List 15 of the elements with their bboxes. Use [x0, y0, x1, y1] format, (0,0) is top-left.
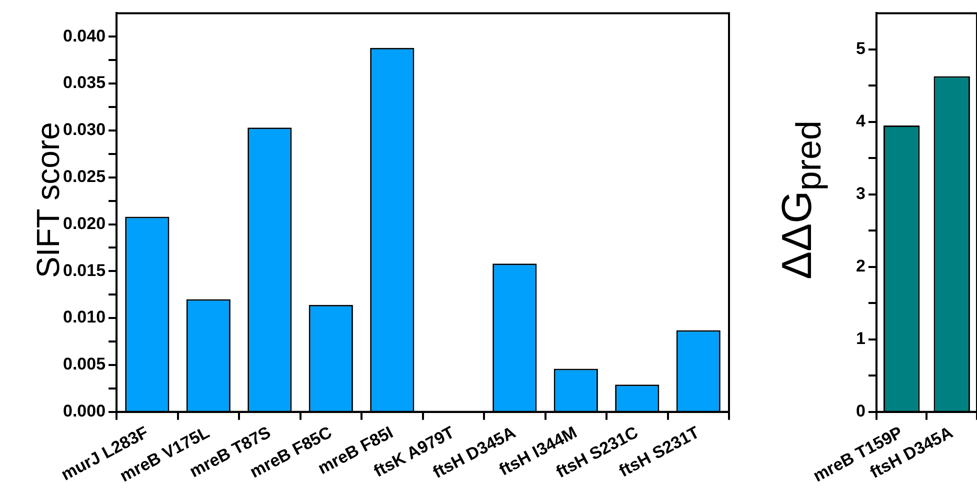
y-tick-label: 0.040 — [62, 26, 106, 46]
y-tick-label: 0.015 — [62, 260, 106, 280]
y-tick-label: 2 — [856, 256, 866, 276]
y-tick-label: 0.025 — [62, 167, 106, 186]
y-tick-label: 0.030 — [62, 120, 106, 140]
y-tick-label: 1 — [856, 329, 866, 348]
y-tick-label: 3 — [856, 184, 866, 204]
y-tick-label: 0.010 — [62, 308, 106, 327]
y-tick-label: 0.000 — [62, 402, 106, 421]
y-tick-label: 5 — [856, 39, 866, 58]
y-tick-label: 0.020 — [62, 214, 106, 233]
y-tick-label: 4 — [856, 112, 866, 131]
y-tick-label: 0 — [856, 402, 866, 421]
y-tick-label: 0.005 — [62, 354, 106, 374]
y-tick-label: 0.035 — [62, 73, 106, 92]
